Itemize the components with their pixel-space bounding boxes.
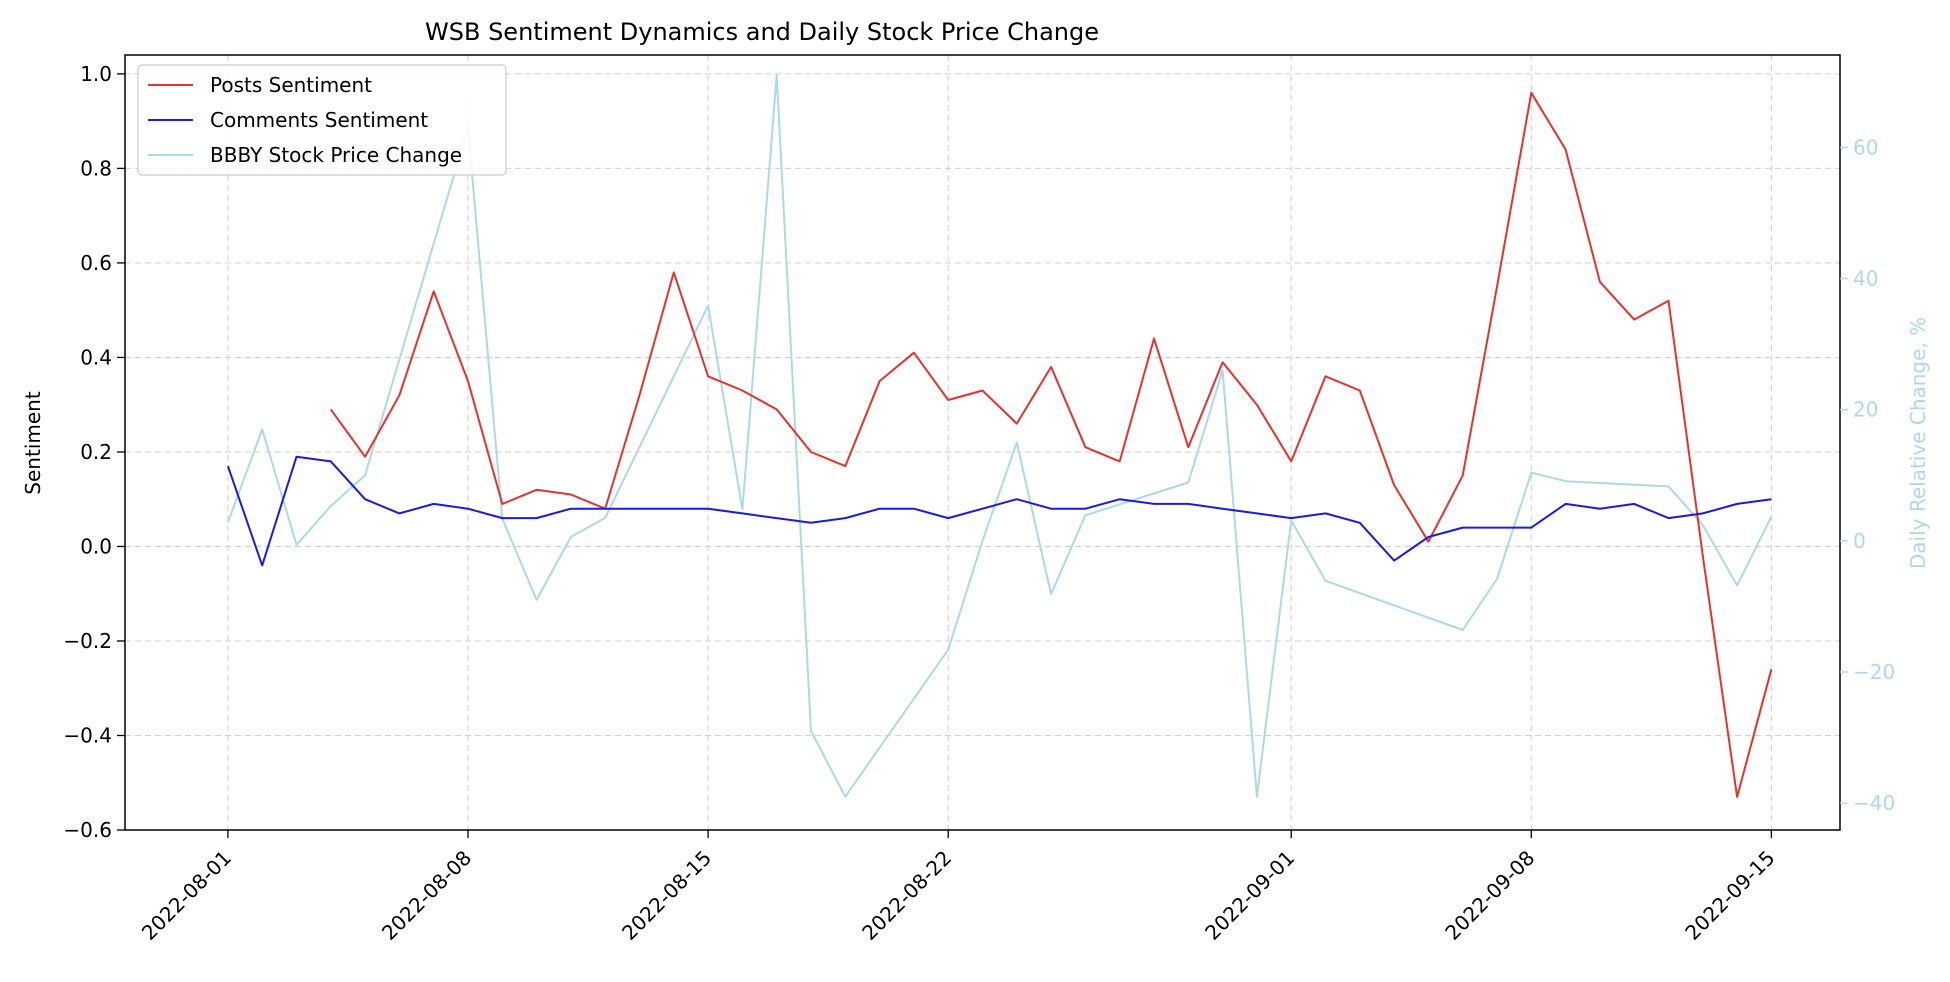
y-left-tick-label: −0.4 bbox=[63, 723, 112, 747]
y-left-tick-label: 0.8 bbox=[80, 156, 112, 180]
y-right-tick-label: −40 bbox=[1853, 791, 1895, 815]
legend-label: Posts Sentiment bbox=[210, 73, 372, 97]
y-left-tick-label: −0.2 bbox=[63, 629, 112, 653]
legend-label: BBBY Stock Price Change bbox=[210, 143, 462, 167]
series-line-posts-sentiment bbox=[329, 91, 1773, 798]
legend-label: Comments Sentiment bbox=[210, 108, 428, 132]
y-left-tick-label: 0.4 bbox=[80, 345, 112, 369]
y-left-tick-label: −0.6 bbox=[63, 818, 112, 842]
legend: Posts Sentiment Comments Sentiment BBBY St… bbox=[137, 64, 507, 176]
series-lines bbox=[226, 74, 1773, 798]
series-line-comments-sentiment bbox=[226, 455, 1772, 567]
chart-title: WSB Sentiment Dynamics and Daily Stock P… bbox=[425, 18, 1099, 46]
legend-box bbox=[137, 64, 507, 176]
x-tick-label: 2022-08-15 bbox=[617, 846, 716, 945]
y-right-tick-label: −20 bbox=[1853, 660, 1895, 684]
y-right-tick-label: 60 bbox=[1853, 135, 1878, 159]
y-left-tick-label: 0.6 bbox=[80, 251, 112, 275]
x-tick-label: 2022-09-01 bbox=[1200, 846, 1299, 945]
y-axis-left: −0.6 −0.4 −0.2 0.0 0.2 0.4 0.6 0.8 1.0 bbox=[63, 62, 125, 842]
x-tick-label: 2022-08-22 bbox=[857, 846, 956, 945]
series-line-bbby-stock-price-change bbox=[226, 74, 1773, 798]
y-left-tick-label: 0.2 bbox=[80, 440, 112, 464]
y-axis-right: −40 −20 0 20 40 60 bbox=[1840, 135, 1895, 815]
y-axis-left-label: Sentiment bbox=[21, 391, 45, 495]
x-tick-label: 2022-09-08 bbox=[1440, 846, 1539, 945]
y-right-tick-label: 0 bbox=[1853, 529, 1866, 553]
x-axis: 2022-08-01 2022-08-08 2022-08-15 2022-08-22… bbox=[137, 830, 1780, 945]
plot-frame bbox=[124, 54, 1841, 831]
x-tick-label: 2022-08-01 bbox=[137, 846, 236, 945]
y-axis-right-label: Daily Relative Change, % bbox=[1906, 317, 1930, 569]
x-tick-label: 2022-09-15 bbox=[1680, 846, 1779, 945]
y-left-tick-label: 1.0 bbox=[80, 62, 112, 86]
y-right-tick-label: 20 bbox=[1853, 398, 1878, 422]
y-right-tick-label: 40 bbox=[1853, 267, 1878, 291]
x-tick-label: 2022-08-08 bbox=[377, 846, 476, 945]
y-left-tick-label: 0.0 bbox=[80, 534, 112, 558]
